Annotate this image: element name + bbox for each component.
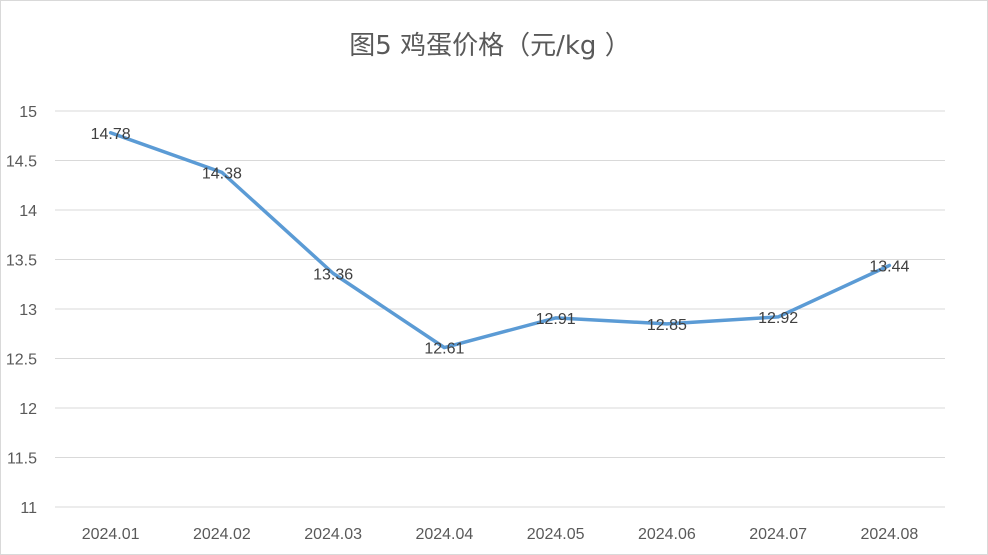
x-tick-label-1: 2024.02: [193, 526, 251, 543]
series-line-0: [108, 131, 892, 350]
chart-title: 图5 鸡蛋价格（元/kg ）: [349, 31, 630, 61]
data-label-0-4: 12.91: [536, 311, 576, 328]
x-tick-label-6: 2024.07: [749, 526, 807, 543]
x-tick-label-3: 2024.04: [415, 526, 473, 543]
x-axis-ticks: 2024.01 2024.02 2024.03 2024.04 2024.05 2024.…: [82, 526, 919, 543]
data-label-0-5: 12.85: [647, 317, 687, 334]
x-tick-label-4: 2024.05: [527, 526, 585, 543]
data-label-0-2: 13.36: [313, 266, 353, 283]
series-layer: [108, 131, 892, 350]
x-tick-label-0: 2024.01: [82, 526, 140, 543]
gridlines: [55, 110, 945, 508]
data-label-0-1: 14.38: [202, 165, 242, 182]
y-tick-label-7: 14.5: [6, 154, 37, 171]
y-tick-label-6: 14: [19, 203, 37, 220]
data-label-0-0: 14.78: [91, 126, 131, 143]
x-tick-label-7: 2024.08: [860, 526, 918, 543]
x-tick-label-5: 2024.06: [638, 526, 696, 543]
y-tick-label-3: 12.5: [6, 352, 37, 369]
data-label-0-6: 12.92: [758, 310, 798, 327]
y-tick-label-5: 13.5: [6, 253, 37, 270]
data-labels: 14.78 14.38 13.36 12.61 12.91 12.85 12.92 13.44: [91, 126, 910, 358]
data-label-0-3: 12.61: [424, 341, 464, 358]
y-tick-label-8: 15: [19, 104, 37, 121]
x-tick-label-2: 2024.03: [304, 526, 362, 543]
y-tick-label-1: 11.5: [7, 451, 37, 468]
y-tick-label-2: 12: [19, 401, 37, 418]
data-label-0-7: 13.44: [869, 258, 909, 275]
y-tick-label-0: 11: [20, 500, 37, 517]
y-tick-label-4: 13: [19, 302, 37, 319]
y-axis-ticks: 11 11.5 12 12.5 13 13.5 14 14.5 15: [6, 104, 37, 517]
